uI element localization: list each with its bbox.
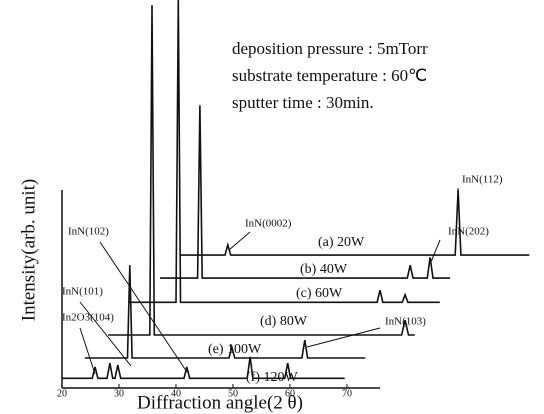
series-label: (d) 80W xyxy=(260,314,308,329)
x-tick-label: 50 xyxy=(228,388,238,399)
series-label: (e) 100W xyxy=(208,342,262,357)
annotation: InN(102) xyxy=(68,226,109,238)
trace xyxy=(62,356,345,380)
series-label: (f) 120W xyxy=(246,370,298,385)
annotation-arrow xyxy=(79,327,96,375)
annotation-arrow xyxy=(430,239,441,263)
annotation-arrow xyxy=(228,231,251,251)
series-label: (c) 60W xyxy=(296,286,343,301)
annotation: In2O3(104) xyxy=(62,312,114,324)
x-tick-label: 60 xyxy=(285,388,295,399)
annotation-arrow xyxy=(99,241,188,373)
series-label: (a) 20W xyxy=(318,235,365,250)
x-axis-label: Diffraction angle(2 θ) xyxy=(137,392,303,413)
annotation-arrow xyxy=(79,301,132,367)
x-tick-label: 20 xyxy=(57,388,67,399)
note: substrate temperature : 60℃ xyxy=(232,66,427,85)
y-axis-label: Intensity(arb. unit) xyxy=(18,179,39,321)
series-label: (b) 40W xyxy=(300,262,348,277)
annotation-arrow xyxy=(306,327,381,348)
x-tick-label: 30 xyxy=(114,388,124,399)
trace xyxy=(84,265,366,359)
trace xyxy=(128,0,440,304)
trace xyxy=(180,189,530,256)
annotation: InN(0002) xyxy=(245,218,292,230)
note: deposition pressure : 5mTorr xyxy=(232,39,428,58)
x-tick-label: 40 xyxy=(171,388,181,399)
trace xyxy=(108,5,415,336)
trace xyxy=(160,105,451,279)
note: sputter time : 30min. xyxy=(232,93,374,112)
x-tick-label: 70 xyxy=(342,388,352,399)
annotation: InN(103) xyxy=(385,316,426,328)
annotation: InN(101) xyxy=(62,286,103,298)
annotation: InN(112) xyxy=(462,174,503,186)
annotation: InN(202) xyxy=(448,226,489,238)
